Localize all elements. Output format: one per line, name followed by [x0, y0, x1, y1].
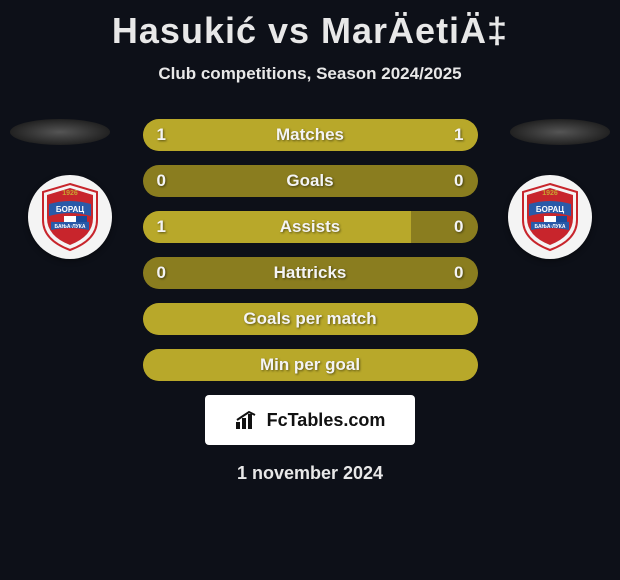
left-player-silhouette [10, 119, 110, 145]
club-crest-icon: 1926 БОРАЦ БАЊА·ЛУКА [519, 182, 581, 252]
stats-container: 11Matches 00Goals 10Assists 00Hattricks Goal… [143, 119, 478, 381]
svg-text:БАЊА·ЛУКА: БАЊА·ЛУКА [535, 224, 566, 230]
footer-brand-text: FcTables.com [267, 410, 386, 431]
stat-label: Goals per match [143, 309, 478, 329]
club-crest-icon: 1926 БОРАЦ БАЊА·ЛУКА [39, 182, 101, 252]
comparison-title: Hasukić vs MarÄetiÄ‡ [0, 0, 620, 52]
stat-row: Min per goal [143, 349, 478, 381]
stat-row: Goals per match [143, 303, 478, 335]
footer-brand-box: FcTables.com [205, 395, 415, 445]
right-player-silhouette [510, 119, 610, 145]
right-club-badge: 1926 БОРАЦ БАЊА·ЛУКА [508, 175, 592, 259]
stat-label: Hattricks [143, 263, 478, 283]
comparison-content: 1926 БОРАЦ БАЊА·ЛУКА 1926 БОРАЦ БАЊА·ЛУК… [0, 119, 620, 484]
stat-label: Min per goal [143, 355, 478, 375]
svg-text:БОРАЦ: БОРАЦ [536, 205, 564, 214]
stat-row: 11Matches [143, 119, 478, 151]
left-club-badge: 1926 БОРАЦ БАЊА·ЛУКА [28, 175, 112, 259]
stat-row: 10Assists [143, 211, 478, 243]
chart-icon [235, 410, 261, 430]
svg-text:1926: 1926 [542, 190, 558, 197]
stat-label: Matches [143, 125, 478, 145]
svg-text:БОРАЦ: БОРАЦ [56, 205, 84, 214]
stat-label: Goals [143, 171, 478, 191]
stat-row: 00Hattricks [143, 257, 478, 289]
svg-text:БАЊА·ЛУКА: БАЊА·ЛУКА [55, 224, 86, 230]
stat-row: 00Goals [143, 165, 478, 197]
snapshot-date: 1 november 2024 [0, 463, 620, 484]
svg-text:1926: 1926 [62, 190, 78, 197]
comparison-subtitle: Club competitions, Season 2024/2025 [0, 64, 620, 84]
stat-label: Assists [143, 217, 478, 237]
